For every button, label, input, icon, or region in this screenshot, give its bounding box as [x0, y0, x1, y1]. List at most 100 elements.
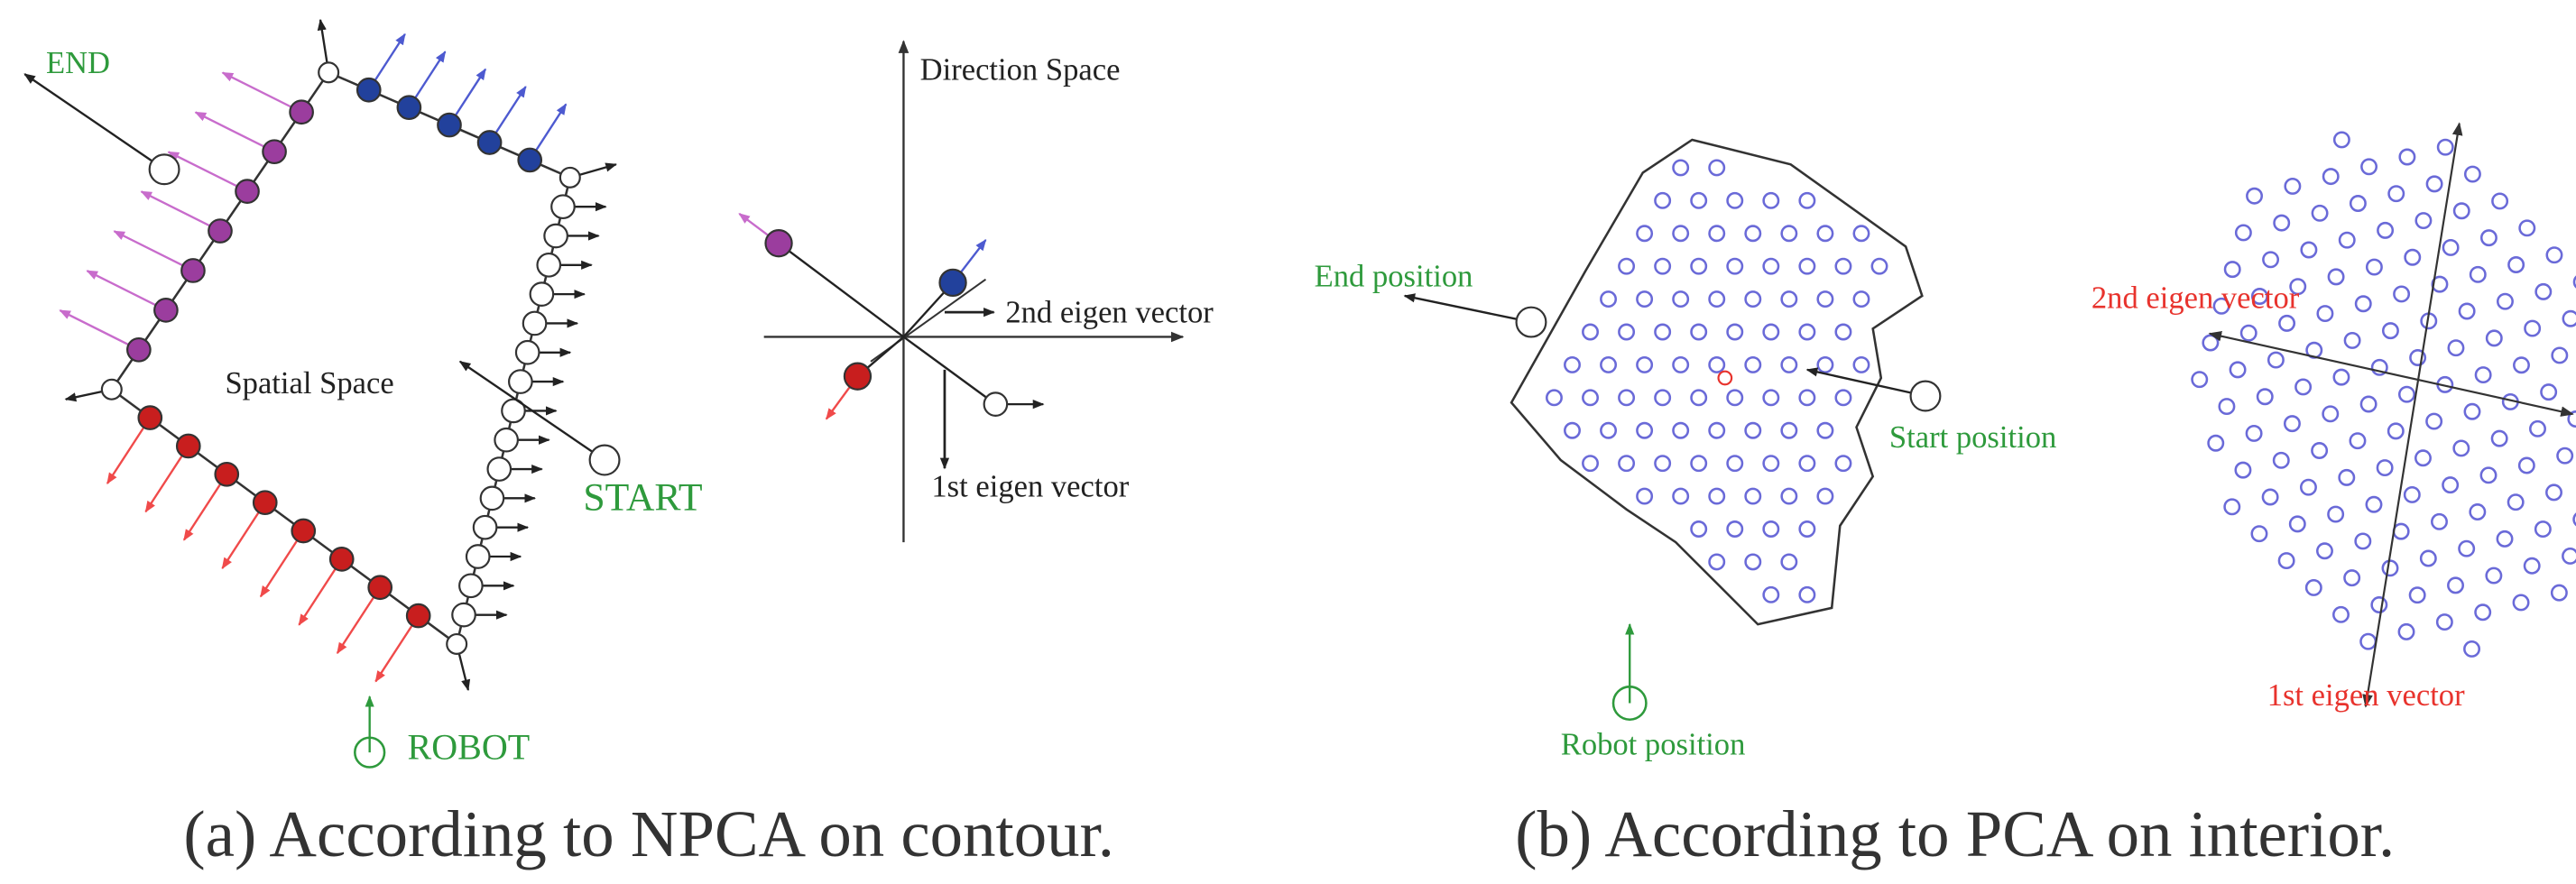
contour-point — [437, 112, 462, 138]
pca-sample — [2365, 495, 2383, 513]
sample — [1618, 389, 1636, 407]
contour-point — [214, 461, 240, 487]
sample — [1798, 455, 1816, 473]
arrow — [298, 558, 343, 626]
pca-eigen2-label: 2nd eigen vector — [2091, 281, 2300, 315]
pca-sample — [2452, 439, 2470, 457]
corner-point — [318, 61, 340, 84]
contour-point — [262, 139, 287, 165]
pca-sample — [2469, 265, 2487, 283]
pca-sample — [2479, 229, 2498, 247]
pca-sample — [2250, 525, 2268, 543]
pca-sample — [2534, 282, 2553, 300]
contour-point — [472, 514, 498, 540]
sample — [1762, 520, 1780, 538]
pca-sample — [2458, 539, 2476, 557]
caption-b: (b) According to PCA on interior. — [1515, 797, 2395, 870]
sample — [1654, 323, 1672, 341]
sample — [1618, 455, 1636, 473]
pca-sample — [2447, 339, 2465, 357]
sample — [1564, 355, 1581, 373]
pca-sample — [2338, 231, 2356, 249]
robot-label: ROBOT — [408, 726, 531, 767]
pca-sample — [2463, 165, 2481, 183]
sample — [1672, 159, 1690, 177]
pca-sample — [2343, 331, 2361, 349]
pca-sample — [2496, 529, 2514, 548]
robot-position — [1611, 686, 1648, 721]
pca-sample — [2289, 278, 2307, 296]
sample — [1852, 225, 1870, 243]
arrow — [458, 360, 605, 462]
sample — [1762, 323, 1780, 341]
dir-point — [983, 391, 1009, 417]
sample — [1636, 290, 1654, 308]
sample — [1690, 257, 1708, 275]
arrow — [902, 336, 997, 406]
pca-sample — [2408, 586, 2426, 604]
arrow — [221, 71, 302, 114]
contour-point — [175, 433, 201, 459]
sample — [1834, 389, 1852, 407]
contour-point — [543, 223, 568, 249]
dir-point — [764, 229, 793, 258]
pca-sample — [2376, 459, 2394, 477]
pca-sample — [2381, 559, 2399, 577]
pca-sample — [2479, 466, 2498, 484]
pca-sample — [2496, 292, 2514, 310]
pca-sample — [2513, 356, 2530, 374]
contour-point — [355, 77, 382, 103]
sample — [1708, 290, 1726, 308]
end-position-label: End position — [1315, 260, 1473, 294]
pca-sample — [2435, 613, 2453, 631]
contour-point — [508, 369, 533, 394]
contour-point — [536, 252, 562, 278]
pca-axis — [2362, 122, 2463, 708]
pca-sample — [2447, 576, 2464, 594]
pca-sample — [2294, 378, 2313, 396]
sample — [1798, 191, 1816, 209]
sample — [1762, 585, 1780, 603]
sample — [1690, 323, 1708, 341]
pca-sample — [2490, 429, 2508, 447]
pca-sample — [2572, 512, 2576, 527]
pca-sample — [2419, 549, 2437, 567]
sample — [1672, 355, 1690, 373]
pca-sample — [2360, 158, 2378, 176]
sample — [1798, 585, 1816, 603]
pca-sample — [2562, 309, 2576, 327]
sample — [1744, 225, 1762, 243]
arrow — [23, 73, 165, 170]
corner-point — [100, 378, 123, 401]
pca-sample — [2202, 334, 2220, 352]
contour-point — [465, 544, 491, 569]
contour-point — [514, 339, 540, 365]
pca-sample — [2414, 449, 2432, 467]
pca-sample — [2524, 319, 2542, 337]
sample — [1834, 323, 1852, 341]
pca-sample — [2485, 566, 2503, 585]
sample — [1690, 389, 1708, 407]
pca-sample — [2398, 148, 2416, 166]
pca-sample — [2272, 451, 2290, 469]
sample — [1654, 389, 1672, 407]
spatial-label: Spatial Space — [225, 366, 393, 401]
pca-sample — [2393, 285, 2411, 303]
pca-sample — [2425, 412, 2443, 430]
sample — [1708, 553, 1726, 571]
sample — [1852, 290, 1870, 308]
sample — [1582, 455, 1599, 473]
sample — [1618, 323, 1636, 341]
pca-sample — [2442, 238, 2460, 256]
sample — [1600, 290, 1618, 308]
pca-sample — [2316, 542, 2333, 560]
pca-sample — [2322, 168, 2340, 186]
sample — [1600, 355, 1618, 373]
pca-sample — [2218, 398, 2236, 416]
sample — [1798, 389, 1816, 407]
pca-sample — [2387, 422, 2405, 440]
start-position — [1909, 380, 1942, 412]
sample — [1672, 290, 1690, 308]
sample — [1582, 323, 1599, 341]
contour-point — [291, 518, 317, 544]
